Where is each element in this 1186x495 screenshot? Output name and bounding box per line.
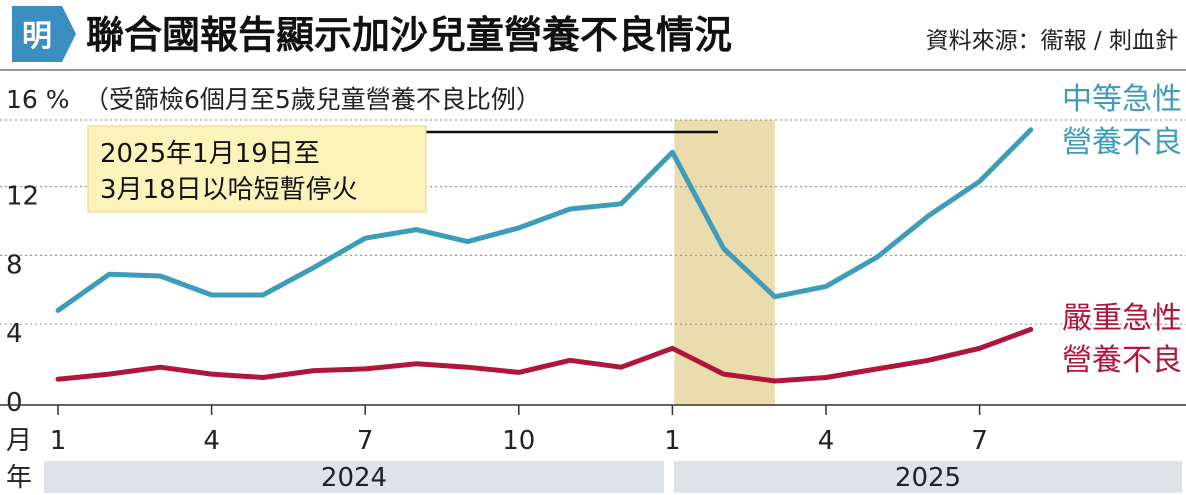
x-tick-label: 7	[357, 426, 374, 456]
axes: 1 4 7 10 1 4 7	[0, 404, 1186, 456]
logo-char: 明	[22, 19, 52, 54]
ceasefire-band-layer	[674, 120, 775, 405]
moderate-malnutrition-line	[55, 127, 1034, 313]
header: 明 聯合國報告顯示加沙兒童營養不良情況 資料來源：衞報 / 刺血針	[0, 6, 1186, 71]
y-tick-label: 4	[6, 319, 23, 349]
severe-malnutrition-line	[55, 326, 1034, 384]
legend-moderate-line-1: 中等急性	[1062, 82, 1182, 117]
x-axis-title: 月	[6, 426, 32, 456]
x-tick-label: 4	[818, 426, 835, 456]
source-note: 資料來源：衞報 / 刺血針	[926, 28, 1178, 54]
series-lines	[55, 127, 1034, 384]
x-tick-label: 7	[971, 426, 988, 456]
ceasefire-band	[674, 120, 775, 405]
legend-severe-line-2: 營養不良	[1062, 343, 1182, 378]
x-tick-label: 1	[50, 426, 67, 456]
legend-moderate-line-2: 營養不良	[1062, 125, 1182, 160]
year-label-2025: 2025	[895, 463, 961, 493]
gridlines: 0 4 8 12	[0, 119, 1186, 418]
annotation-line-1: 2025年1月19日至	[100, 139, 320, 169]
year-band-2024	[44, 461, 664, 493]
year-bands: 2024 2025	[44, 461, 1182, 493]
y-axis-note: （受篩檢6個月至5歲兒童營養不良比例）	[84, 85, 541, 114]
y-tick-label: 12	[6, 182, 39, 212]
legend-severe-line-1: 嚴重急性	[1062, 301, 1182, 336]
annotation-line-2: 3月18日以哈短暫停火	[100, 175, 358, 205]
y-tick-label: 8	[6, 250, 23, 280]
x-tick-label: 10	[502, 426, 535, 456]
year-axis-title: 年	[6, 463, 32, 493]
x-tick-label: 1	[664, 426, 681, 456]
year-label-2024: 2024	[321, 463, 387, 493]
y-axis-unit: 16 %	[6, 85, 70, 114]
chart-title: 聯合國報告顯示加沙兒童營養不良情況	[86, 13, 732, 57]
ceasefire-annotation-box	[87, 125, 427, 213]
logo-badge	[12, 6, 76, 62]
y-tick-label: 0	[6, 388, 23, 418]
x-tick-label: 4	[203, 426, 220, 456]
year-band-2025	[674, 461, 1182, 493]
